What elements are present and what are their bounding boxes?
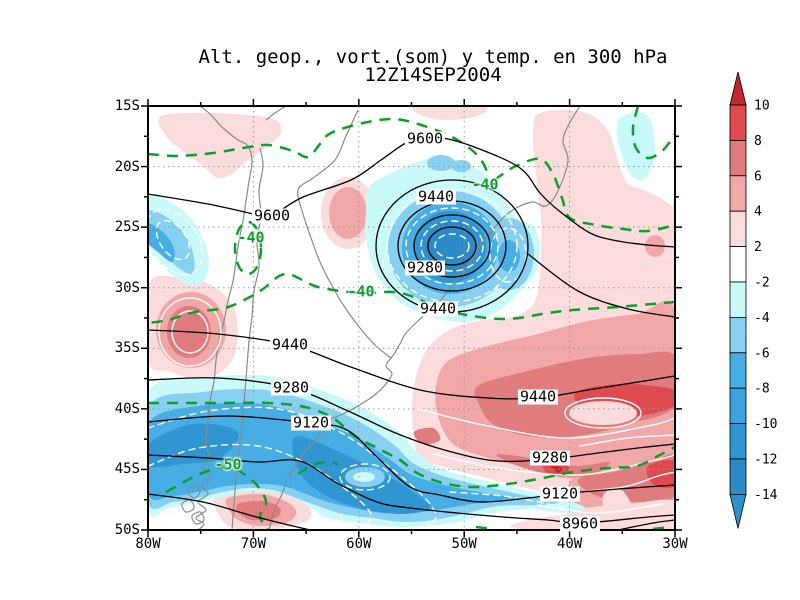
height-contour-label: 9440 [416, 190, 456, 205]
height-contour-label: 9280 [405, 261, 445, 276]
height-contour-label: 9440 [418, 302, 458, 317]
height-contour-label: 9440 [270, 338, 310, 353]
temp-contour-label: -40 [237, 231, 264, 246]
lat-tick-label: 15S [108, 98, 140, 114]
lat-tick-label: 30S [108, 280, 140, 296]
label-layer: 15S20S25S30S35S40S45S50S80W70W60W50W40W3… [0, 0, 800, 600]
lon-tick-label: 50W [446, 536, 482, 552]
height-contour-label: 9120 [291, 416, 331, 431]
temp-contour-label: -40 [471, 178, 498, 193]
lat-tick-label: 20S [108, 159, 140, 175]
height-contour-label: 8960 [560, 517, 600, 532]
lon-tick-label: 40W [552, 536, 588, 552]
height-contour-label: 9120 [540, 487, 580, 502]
lon-tick-label: 30W [657, 536, 693, 552]
height-contour-label: 9600 [252, 209, 292, 224]
height-contour-label: 9280 [530, 451, 570, 466]
lon-tick-label: 60W [341, 536, 377, 552]
lat-tick-label: 40S [108, 401, 140, 417]
height-contour-label: 9440 [518, 390, 558, 405]
lon-tick-label: 80W [130, 536, 166, 552]
height-contour-label: 9280 [271, 381, 311, 396]
lat-tick-label: 45S [108, 461, 140, 477]
lon-tick-label: 70W [235, 536, 271, 552]
lat-tick-label: 35S [108, 340, 140, 356]
weather-chart-figure: Alt. geop., vort.(som) y temp. en 300 hP… [0, 0, 800, 600]
temp-contour-label: -40 [347, 285, 374, 300]
temp-contour-label: -50 [214, 458, 241, 473]
lat-tick-label: 25S [108, 219, 140, 235]
height-contour-label: 9600 [405, 132, 445, 147]
